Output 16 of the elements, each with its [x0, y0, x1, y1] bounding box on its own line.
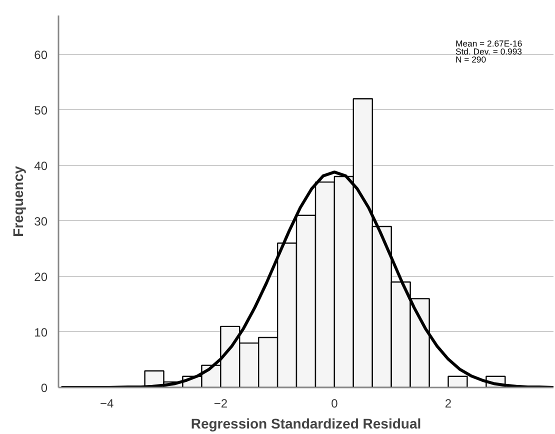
x-tick-label: 2	[444, 396, 452, 410]
y-tick-label: 60	[34, 48, 48, 62]
x-tick-label: 0	[331, 396, 338, 410]
y-tick-label: 30	[34, 214, 48, 228]
y-tick-label: 50	[34, 103, 48, 118]
y-axis-title: Frequency	[10, 166, 26, 237]
y-tick-label: 0	[40, 381, 48, 395]
y-tick-label: 40	[34, 158, 48, 173]
x-axis-title: Regression Standardized Residual	[190, 416, 422, 432]
annotation: Mean = 2.67E-16	[456, 38, 522, 48]
annotation: Std. Dev. = 0.993	[456, 46, 522, 56]
y-tick-label: 20	[34, 270, 48, 284]
x-tick-label: −4	[100, 396, 114, 410]
x-tick-label: −2	[214, 396, 228, 410]
annotation: N = 290	[456, 54, 486, 64]
y-tick-label: 10	[34, 325, 48, 340]
